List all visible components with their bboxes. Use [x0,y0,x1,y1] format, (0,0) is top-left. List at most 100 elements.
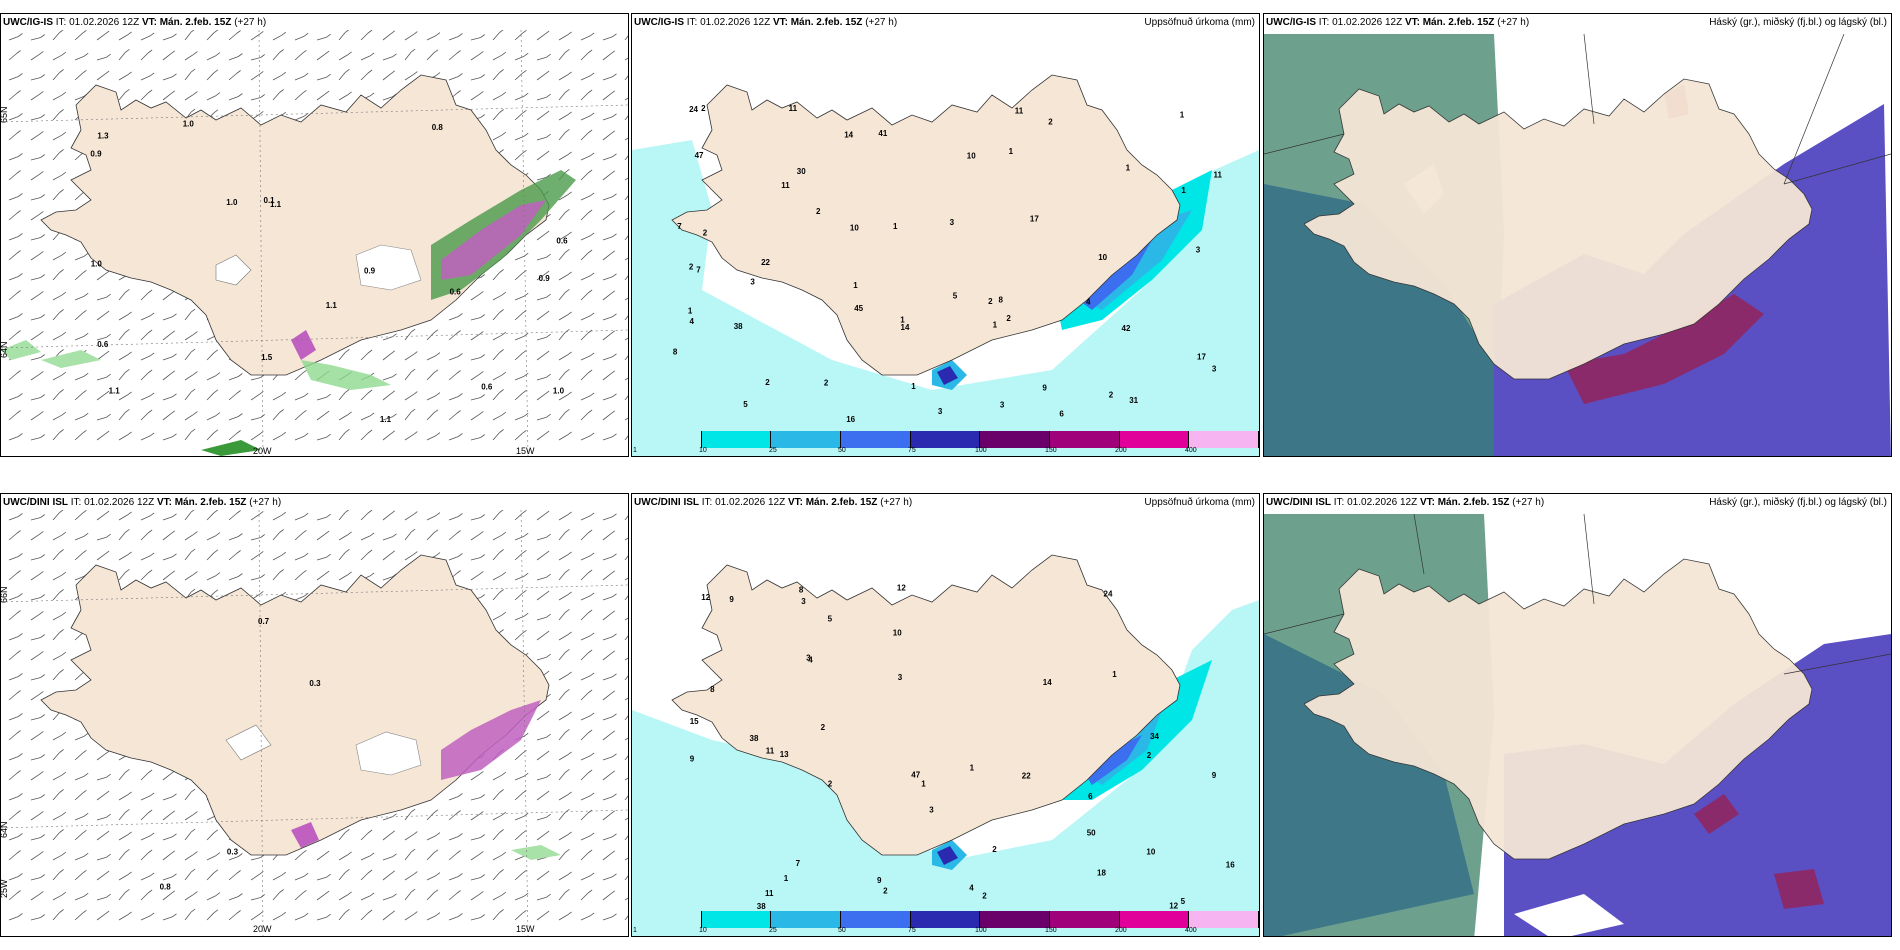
value-label: 1 [853,281,858,290]
value-label: 11 [1015,106,1024,115]
value-label: 1 [1126,163,1131,172]
value-label: 3 [938,407,943,416]
value-label: 2 [982,891,987,900]
value-label: 1 [921,780,926,789]
value-label: 0.3 [309,679,321,688]
value-label: 5 [828,615,833,624]
value-label: 5 [953,292,958,301]
value-label: 3 [929,806,934,815]
value-label: 10 [850,223,859,232]
value-label: 47 [695,151,704,160]
value-label: 11 [781,181,790,190]
value-label: 3 [1212,365,1217,374]
precip-map: 1221876321112243812151691012111314221838… [632,510,1259,936]
panel-header: UWC/DINI ISL IT: 01.02.2026 12Z VT: Mán.… [634,497,1255,508]
value-label: 2 [1147,751,1152,760]
value-label: 1 [688,307,693,316]
value-label: 10 [967,151,976,160]
panel-header: UWC/IG-IS IT: 01.02.2026 12Z VT: Mán. 2.… [3,17,267,28]
value-label: 5 [1181,897,1186,906]
value-label: 1.0 [226,198,238,207]
value-label: 0.7 [258,617,270,626]
lon-label-20w: 20W [253,446,272,456]
panel-wind-igis: UWC/IG-IS IT: 01.02.2026 12Z VT: Mán. 2.… [0,13,629,457]
value-label: 8 [799,585,804,594]
value-label: 0.6 [481,383,493,392]
map-labels: 0.6 0.9 1.1 1.0 1.1 0.6 0.6 0.8 1.0 1.1 0.9 1.0 1.3 1… [90,120,568,424]
value-label: 5 [743,400,748,409]
value-label: 12 [897,583,906,592]
iceland-landmass [40,554,550,856]
panel-clouds-dini: UWC/DINI ISL IT: 01.02.2026 12Z VT: Mán.… [1263,493,1892,937]
value-label: 31 [1129,396,1138,405]
lat-label-65n: 65N [1,106,9,123]
cloud-map [1264,34,1891,456]
value-label: 2 [828,779,833,788]
precip-legend [632,431,1259,448]
value-label: 1.1 [270,200,282,209]
value-label: 30 [797,167,806,176]
value-label: 22 [761,258,770,267]
value-label: 1.1 [326,301,338,310]
panel-header: UWC/DINI ISL IT: 01.02.2026 12Z VT: Mán.… [3,497,282,508]
value-label: 18 [1097,869,1106,878]
value-label: 16 [1226,860,1235,869]
value-label: 6 [1088,792,1093,801]
value-label: 1.5 [261,353,273,362]
value-label: 11 [1214,171,1223,180]
cloud-map [1264,514,1891,936]
value-label: 3 [1196,246,1201,255]
panel-clouds-igis: UWC/IG-IS IT: 01.02.2026 12Z VT: Mán. 2.… [1263,13,1892,457]
value-label: 7 [796,859,801,868]
precip-legend-ticks: 1 10 25 50 75 100 150 200 400 [633,447,1197,454]
value-label: 4 [808,656,813,665]
value-label: 1 [993,321,998,330]
value-label: 2 [703,228,708,237]
value-label: 2 [689,262,694,271]
value-label: 4 [969,883,974,892]
value-label: 1.0 [91,259,103,268]
value-label: 17 [1030,214,1039,223]
value-label: 1 [1009,147,1014,156]
value-label: 38 [750,734,759,743]
value-label: 1 [893,222,898,231]
panel-precip-igis: UWC/IG-IS IT: 01.02.2026 12Z VT: Mán. 2.… [631,13,1260,457]
value-label: 2 [824,378,829,387]
value-label: 0.6 [556,236,568,245]
lat-label-64n: 64N [1,341,9,358]
panel-header: UWC/IG-IS IT: 01.02.2026 12Z VT: Mán. 2.… [1266,17,1887,28]
value-label: 24 [1104,590,1113,599]
svg-text:25W: 25W [1,879,9,898]
panel-precip-dini: UWC/DINI ISL IT: 01.02.2026 12Z VT: Mán.… [631,493,1260,937]
value-label: 1 [911,382,916,391]
value-label: 17 [1197,352,1206,361]
value-label: 38 [757,902,766,911]
value-label: 0.9 [539,274,551,283]
value-label: 9 [729,595,734,604]
value-label: 10 [893,628,902,637]
value-label: 38 [734,322,743,331]
value-label: 2 [883,887,888,896]
precip-legend [632,911,1259,928]
value-label: 0.6 [450,287,462,296]
value-label: 2 [821,723,826,732]
value-label: 0.6 [97,340,109,349]
value-label: 14 [1043,678,1052,687]
value-label: 0.3 [227,847,239,856]
value-label: 45 [854,304,863,313]
value-label: 2 [1109,391,1114,400]
value-label: 50 [1087,829,1096,838]
svg-text:64N: 64N [1,821,9,838]
value-label: 1.1 [380,415,392,424]
value-label: 22 [1022,771,1031,780]
value-label: 9 [877,876,882,885]
precip-values: 1221876321112243812151691012111314221838… [690,583,1236,911]
value-label: 6 [1059,410,1064,419]
value-label: 1.0 [553,387,565,396]
value-label: 2 [988,297,993,306]
value-label: 2 [1048,117,1053,126]
value-label: 3 [801,597,806,606]
value-label: 1 [1112,670,1117,679]
